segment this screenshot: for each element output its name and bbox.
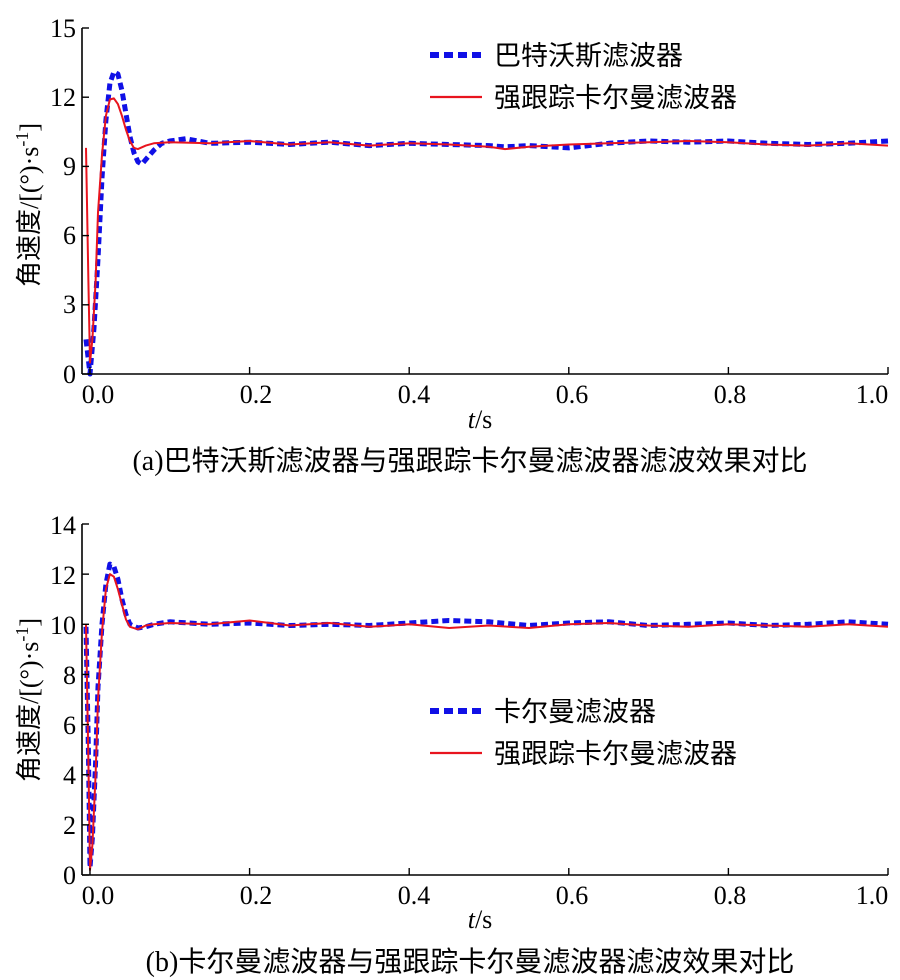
- chart-a: 0 3 6 9 12 15 0.0 0.2 0.4 0.6 0.8 1.0 t/…: [12, 14, 889, 477]
- chart-b-series-line-1: [85, 573, 889, 871]
- chart-b-x-tick-label: 0.4: [398, 881, 431, 910]
- chart-a-y-axis-label: 角速度/[(°)·s-1]: [12, 123, 44, 287]
- chart-b-y-tick-label: 10: [50, 611, 76, 640]
- chart-a-x-axis-label: t/s: [468, 405, 493, 434]
- chart-a-ticks: [82, 27, 889, 375]
- chart-b-legend-label-kalman: 卡尔曼滤波器: [494, 697, 656, 728]
- chart-b: 0 2 4 6 8 10 12 14 0.0 0.2 0.4 0.6 0.8 1…: [12, 511, 889, 978]
- chart-b-x-tick-label: 0.0: [82, 881, 115, 910]
- chart-a-series-line-0: [83, 69, 889, 377]
- chart-b-x-tick-label: 0.8: [714, 881, 747, 910]
- chart-b-legend: 卡尔曼滤波器 强跟踪卡尔曼滤波器: [430, 697, 737, 770]
- chart-b-y-tick-label: 12: [50, 561, 76, 590]
- chart-b-x-tick-label: 0.2: [240, 881, 273, 910]
- chart-a-series-line-1: [85, 97, 889, 364]
- chart-b-caption: (b)卡尔曼滤波器与强跟踪卡尔曼滤波器滤波效果对比: [146, 946, 795, 978]
- chart-b-y-tick-label: 2: [63, 811, 76, 840]
- chart-b-y-tick-label: 8: [63, 661, 76, 690]
- chart-b-series-line-0: [83, 561, 889, 870]
- chart-a-x-tick-label: 0.4: [398, 380, 431, 409]
- chart-b-x-tick-label: 0.6: [556, 881, 589, 910]
- chart-b-y-tick-label: 6: [63, 711, 76, 740]
- chart-a-x-tick-label: 0.2: [240, 380, 273, 409]
- chart-a-x-tick-label: 0.6: [556, 380, 589, 409]
- chart-a-caption: (a)巴特沃斯滤波器与强跟踪卡尔曼滤波器滤波效果对比: [132, 445, 807, 477]
- chart-a-x-tick-label: 1.0: [856, 380, 889, 409]
- chart-b-y-tick-label: 14: [50, 511, 76, 540]
- chart-a-y-tick-label: 3: [63, 290, 76, 319]
- chart-b-y-axis-label: 角速度/[(°)·s-1]: [12, 618, 44, 782]
- chart-b-y-tick-label: 0: [63, 861, 76, 890]
- chart-a-y-tick-label: 12: [50, 83, 76, 112]
- chart-b-series: [83, 561, 889, 871]
- chart-a-y-tick-label: 0: [63, 360, 76, 389]
- chart-b-legend-label-stkf: 强跟踪卡尔曼滤波器: [494, 739, 737, 770]
- chart-a-y-tick-label: 15: [50, 14, 76, 43]
- chart-b-ticks: [82, 523, 889, 876]
- chart-a-x-tick-label: 0.8: [714, 380, 747, 409]
- chart-a-legend: 巴特沃斯滤波器 强跟踪卡尔曼滤波器: [430, 41, 737, 114]
- chart-a-legend-label-stkf: 强跟踪卡尔曼滤波器: [494, 83, 737, 114]
- chart-a-x-tick-label: 0.0: [82, 380, 115, 409]
- chart-a-series: [83, 69, 889, 377]
- chart-a-y-tick-label: 6: [63, 221, 76, 250]
- chart-b-x-tick-label: 1.0: [856, 881, 889, 910]
- chart-a-legend-label-butterworth: 巴特沃斯滤波器: [494, 41, 683, 72]
- chart-b-x-axis-label: t/s: [468, 905, 493, 934]
- chart-a-y-tick-label: 9: [63, 152, 76, 181]
- chart-b-y-tick-label: 4: [63, 761, 76, 790]
